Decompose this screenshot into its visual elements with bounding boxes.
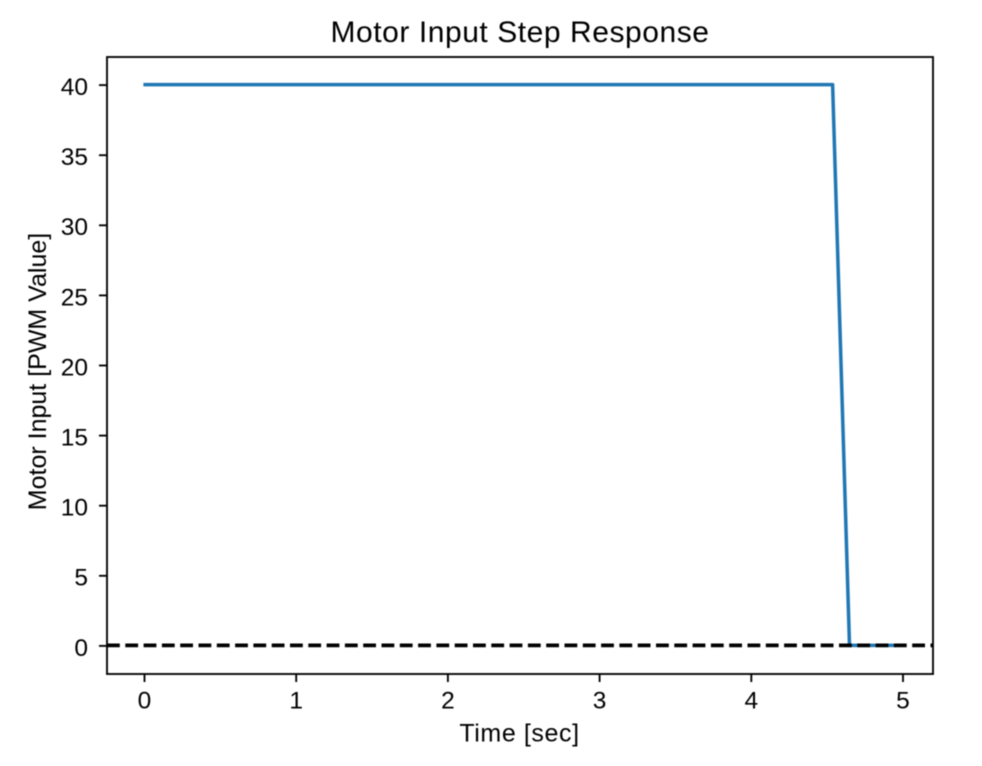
svg-text:20: 20 xyxy=(61,354,88,381)
svg-text:35: 35 xyxy=(61,144,88,171)
svg-text:30: 30 xyxy=(61,214,88,241)
svg-text:5: 5 xyxy=(896,688,910,715)
svg-text:2: 2 xyxy=(441,688,455,715)
svg-text:1: 1 xyxy=(289,688,303,715)
svg-text:0: 0 xyxy=(74,635,88,662)
svg-text:25: 25 xyxy=(61,284,88,311)
svg-text:0: 0 xyxy=(138,688,152,715)
svg-text:Motor Input Step Response: Motor Input Step Response xyxy=(331,16,710,49)
svg-text:Time [sec]: Time [sec] xyxy=(459,720,579,748)
svg-text:15: 15 xyxy=(61,425,88,452)
svg-text:40: 40 xyxy=(61,74,88,101)
svg-text:Motor Input [PWM Value]: Motor Input [PWM Value] xyxy=(24,233,52,510)
svg-text:5: 5 xyxy=(74,565,88,592)
svg-text:4: 4 xyxy=(744,688,758,715)
svg-text:3: 3 xyxy=(593,688,607,715)
svg-text:10: 10 xyxy=(61,495,88,522)
